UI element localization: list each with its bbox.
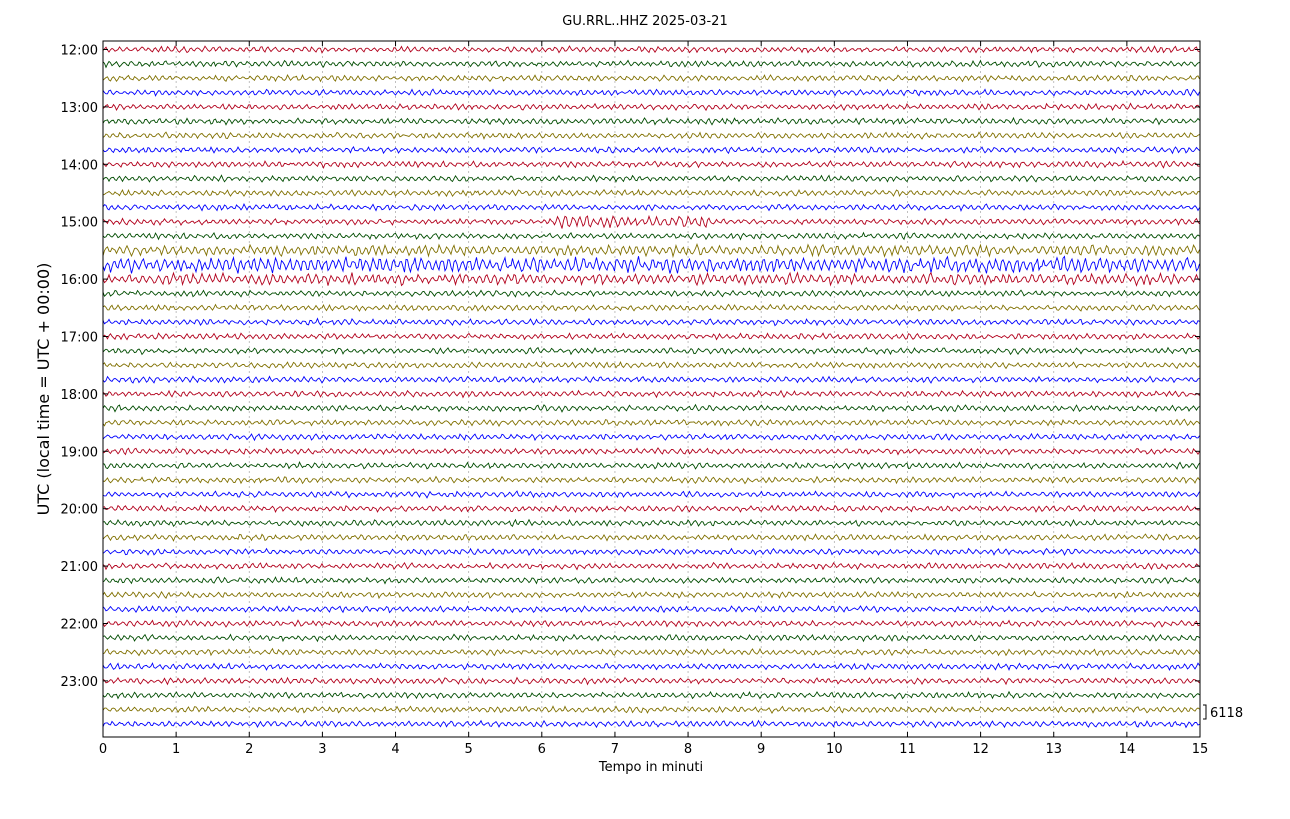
x-tick-label: 15 xyxy=(1192,742,1209,757)
trace-1815 xyxy=(102,403,1200,413)
trace-2030 xyxy=(102,533,1200,542)
trace-1330 xyxy=(102,131,1200,140)
trace-1915 xyxy=(102,461,1200,471)
trace-1845 xyxy=(102,432,1200,442)
trace-1545 xyxy=(102,255,1200,274)
trace-1830 xyxy=(102,418,1200,427)
trace-1700 xyxy=(102,332,1200,341)
trace-1500 xyxy=(102,214,1200,229)
trace-1200 xyxy=(102,45,1200,54)
trace-1615 xyxy=(102,289,1200,298)
x-tick-label: 0 xyxy=(99,742,107,757)
y-tick-label: 14:00 xyxy=(61,158,98,173)
trace-1645 xyxy=(102,317,1200,327)
x-tick-label: 14 xyxy=(1119,742,1136,757)
trace-2145 xyxy=(102,604,1200,614)
grid-lines xyxy=(175,41,1128,737)
x-tick-label: 10 xyxy=(826,742,843,757)
scale-label: 6118 xyxy=(1210,706,1243,721)
trace-1215 xyxy=(102,59,1200,69)
trace-1315 xyxy=(102,116,1200,126)
x-tick-label: 11 xyxy=(899,742,916,757)
trace-1400 xyxy=(102,159,1200,170)
scale-bracket xyxy=(1203,704,1207,720)
trace-1515 xyxy=(102,231,1200,241)
trace-2215 xyxy=(102,633,1200,643)
y-tick-label: 19:00 xyxy=(61,445,98,460)
trace-1230 xyxy=(102,73,1200,83)
trace-1930 xyxy=(102,475,1200,485)
trace-2230 xyxy=(102,647,1200,657)
trace-2200 xyxy=(102,619,1200,628)
trace-1445 xyxy=(102,203,1200,212)
x-tick-label: 13 xyxy=(1045,742,1062,757)
trace-1530 xyxy=(102,243,1200,259)
trace-1745 xyxy=(102,375,1200,384)
trace-1245 xyxy=(102,88,1200,97)
trace-1630 xyxy=(102,303,1200,313)
trace-1415 xyxy=(102,174,1200,183)
y-tick-label: 16:00 xyxy=(61,273,98,288)
y-axis-ticks: 12:00 13:00 14:00 15:00 16:00 17:00 18:00 19:00… xyxy=(61,44,1200,690)
trace-1600 xyxy=(102,271,1200,287)
x-tick-label: 12 xyxy=(972,742,989,757)
trace-2330 xyxy=(102,705,1200,714)
y-tick-label: 17:00 xyxy=(61,331,98,346)
x-tick-label: 7 xyxy=(611,742,619,757)
trace-1345 xyxy=(102,146,1200,155)
trace-1800 xyxy=(102,389,1200,399)
y-tick-label: 21:00 xyxy=(61,560,98,575)
x-tick-label: 2 xyxy=(245,742,253,757)
trace-2000 xyxy=(102,504,1200,513)
y-axis-label: UTC (local time = UTC + 00:00) xyxy=(34,263,53,516)
trace-1300 xyxy=(102,102,1200,112)
trace-2345 xyxy=(102,719,1200,729)
x-tick-label: 1 xyxy=(172,742,180,757)
y-tick-label: 20:00 xyxy=(61,503,98,518)
x-axis-label: Tempo in minuti xyxy=(598,760,703,775)
trace-1430 xyxy=(102,188,1200,198)
trace-1715 xyxy=(102,346,1200,356)
plot-frame xyxy=(102,40,1201,738)
amplitude-scale-bar: 6118 xyxy=(1203,704,1243,721)
trace-2315 xyxy=(102,690,1200,700)
x-tick-label: 8 xyxy=(684,742,692,757)
trace-2245 xyxy=(102,662,1200,672)
y-tick-label: 18:00 xyxy=(61,388,98,403)
trace-2115 xyxy=(102,576,1200,585)
y-tick-label: 13:00 xyxy=(61,101,98,116)
trace-1900 xyxy=(102,447,1200,456)
trace-2045 xyxy=(102,547,1200,557)
x-tick-label: 5 xyxy=(465,742,473,757)
trace-2300 xyxy=(102,676,1200,686)
x-axis-ticks: 0 1 2 3 4 5 6 7 8 9 10 11 12 13 14 15 xyxy=(99,41,1208,757)
x-tick-label: 9 xyxy=(757,742,765,757)
trace-1945 xyxy=(102,490,1200,499)
x-tick-label: 6 xyxy=(538,742,546,757)
y-tick-label: 12:00 xyxy=(61,44,98,59)
trace-2130 xyxy=(102,590,1200,600)
x-tick-label: 4 xyxy=(391,742,399,757)
y-tick-label: 15:00 xyxy=(61,216,98,231)
y-tick-label: 23:00 xyxy=(61,675,98,690)
trace-2015 xyxy=(102,518,1200,528)
y-tick-label: 22:00 xyxy=(61,618,98,633)
trace-2100 xyxy=(102,561,1200,571)
trace-1730 xyxy=(102,361,1200,370)
x-tick-label: 3 xyxy=(318,742,326,757)
seismic-traces xyxy=(102,45,1200,729)
chart-title: GU.RRL..HHZ 2025-03-21 xyxy=(562,14,727,29)
